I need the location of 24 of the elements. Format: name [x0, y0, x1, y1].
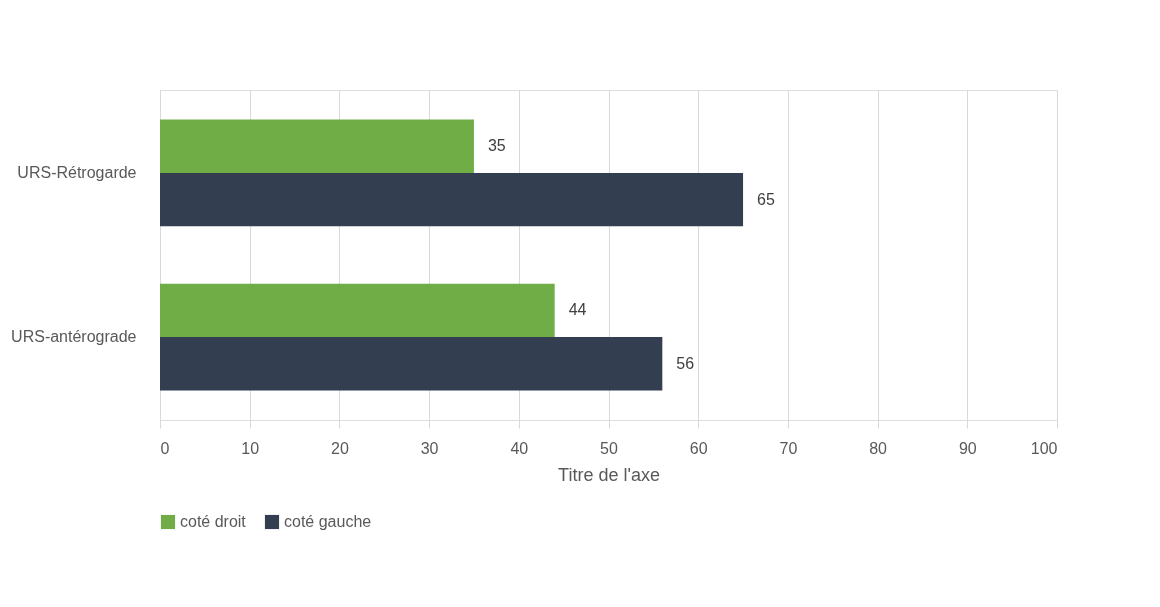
x-tick-label: 70 [779, 439, 798, 457]
bar [160, 283, 555, 338]
x-tick-label: 80 [869, 439, 888, 457]
legend-label: coté droit [180, 513, 247, 530]
bar [160, 172, 744, 227]
x-tick-label: 20 [331, 439, 349, 457]
x-tick-label: 40 [510, 439, 529, 457]
data-label: 65 [757, 190, 775, 208]
x-tick-label: 90 [958, 439, 977, 457]
bar [160, 337, 663, 391]
x-axis-title: Titre de l'axe [558, 464, 660, 485]
x-tick-label: 50 [600, 439, 618, 457]
y-tick-label: URS-Rétrogarde [17, 163, 137, 181]
x-tick-label: 0 [160, 439, 170, 457]
x-tick-label: 10 [241, 439, 260, 457]
bar [160, 119, 474, 173]
legend-label: coté gauche [284, 513, 372, 530]
y-tick-label: URS-antérograde [11, 328, 137, 346]
x-tick-label: 100 [1030, 439, 1058, 457]
x-tick-label: 30 [420, 439, 439, 457]
data-label: 56 [676, 354, 695, 372]
x-tick-label: 60 [689, 439, 708, 457]
data-label: 44 [568, 301, 587, 319]
data-label: 35 [487, 137, 506, 155]
